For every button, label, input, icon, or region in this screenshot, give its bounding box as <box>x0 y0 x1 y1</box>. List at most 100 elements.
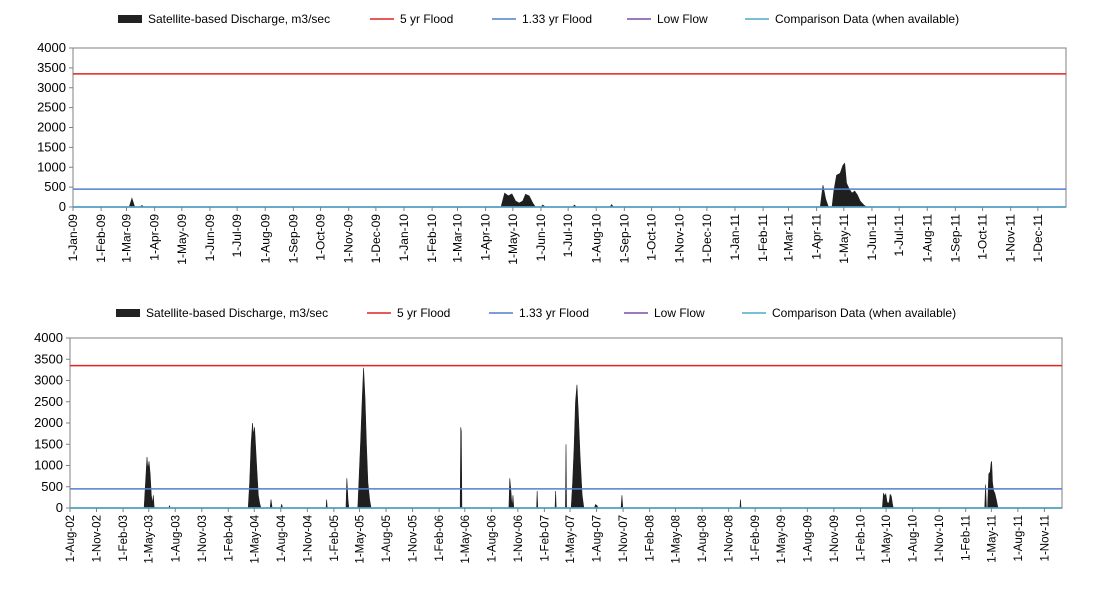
x-tick-label: 1-Dec-09 <box>369 214 383 264</box>
x-tick-label: 1-May-06 <box>460 515 472 564</box>
x-tick-label: 1-Apr-11 <box>810 214 824 260</box>
x-tick-label: 1-Feb-03 <box>118 515 130 562</box>
x-tick-label: 1-Jul-10 <box>561 214 575 258</box>
chart-2: Satellite-based Discharge, m3/sec 5 yr Fl… <box>34 306 1063 564</box>
x-tick-label: 1-May-10 <box>506 214 520 265</box>
legend-label: 5 yr Flood <box>397 306 450 320</box>
x-tick-label: 1-Nov-11 <box>1004 214 1018 263</box>
y-tick-label: 1500 <box>37 139 66 154</box>
legend-label: 1.33 yr Flood <box>522 12 592 26</box>
x-tick-label: 1-Feb-06 <box>434 515 446 562</box>
x-tick-label: 1-Nov-08 <box>724 515 736 562</box>
legend-label: Satellite-based Discharge, m3/sec <box>148 12 330 26</box>
x-tick-label: 1-Nov-07 <box>618 515 630 562</box>
x-tick-label: 1-Jan-11 <box>728 214 742 261</box>
legend-item: Low Flow <box>624 306 705 320</box>
legend-item: 1.33 yr Flood <box>489 306 589 320</box>
x-tick-label: 1-Nov-04 <box>302 514 314 562</box>
x-tick-label: 1-Nov-03 <box>197 515 209 562</box>
legend-label: Low Flow <box>657 12 708 26</box>
x-tick-label: 1-Aug-09 <box>802 515 814 562</box>
x-tick-label: 1-May-09 <box>776 515 788 564</box>
legend-item: Comparison Data (when available) <box>745 12 959 26</box>
y-tick-label: 2500 <box>34 394 63 409</box>
x-tick-label: 1-Aug-09 <box>258 214 272 264</box>
chart-1: Satellite-based Discharge, m3/sec 5 yr Fl… <box>37 12 1067 265</box>
x-tick-label: 1-Oct-11 <box>976 214 990 260</box>
legend-item: Low Flow <box>627 12 708 26</box>
x-tick-label: 1-Feb-11 <box>756 214 770 262</box>
x-tick-label: 1-Jul-11 <box>892 214 906 257</box>
legend: Satellite-based Discharge, m3/sec 5 yr Fl… <box>118 12 959 26</box>
x-tick-label: 1-Nov-10 <box>673 214 687 264</box>
x-tick-label: 1-Jan-10 <box>397 214 411 262</box>
y-tick-label: 2000 <box>37 120 66 135</box>
x-tick-label: 1-Apr-10 <box>479 214 493 261</box>
x-tick-label: 1-Aug-02 <box>65 515 77 562</box>
x-tick-label: 1-Nov-09 <box>342 214 356 264</box>
x-tick-label: 1-Aug-11 <box>1013 515 1025 561</box>
legend-swatch <box>116 309 140 317</box>
y-axis: 4000 3500 3000 2500 2000 1500 1000 500 0 <box>37 40 73 214</box>
y-tick-label: 1000 <box>37 159 66 174</box>
x-tick-label: 1-Sep-11 <box>948 214 962 263</box>
y-tick-label: 2000 <box>34 415 63 430</box>
x-tick-label: 1-Mar-10 <box>451 214 465 263</box>
legend-item: 5 yr Flood <box>367 306 450 320</box>
x-tick-label: 1-Oct-10 <box>645 214 659 261</box>
y-tick-label: 4000 <box>34 330 63 345</box>
x-tick-label: 1-Nov-10 <box>934 515 946 562</box>
x-tick-label: 1-Jun-10 <box>534 214 548 262</box>
x-tick-label: 1-Feb-11 <box>961 515 973 561</box>
x-tick-label: 1-Jun-11 <box>865 214 879 261</box>
legend-item: 5 yr Flood <box>370 12 453 26</box>
y-tick-label: 500 <box>41 479 63 494</box>
x-tick-label: 1-Jun-09 <box>203 214 217 262</box>
x-tick-label: 1-Aug-07 <box>592 515 604 562</box>
x-tick-label: 1-Oct-09 <box>314 214 328 261</box>
x-tick-label: 1-Feb-05 <box>329 515 341 562</box>
legend-label: 1.33 yr Flood <box>519 306 589 320</box>
x-tick-label: 1-Mar-09 <box>120 214 134 263</box>
x-tick-label: 1-Aug-08 <box>697 515 709 562</box>
y-tick-label: 3500 <box>37 60 66 75</box>
y-tick-label: 1500 <box>34 436 63 451</box>
x-tick-label: 1-Feb-10 <box>855 515 867 562</box>
y-tick-label: 3000 <box>34 373 63 388</box>
x-tick-label: 1-Nov-05 <box>408 515 420 562</box>
y-tick-label: 0 <box>56 500 63 515</box>
plot-area <box>72 47 1067 208</box>
x-tick-label: 1-Apr-09 <box>148 214 162 261</box>
x-tick-label: 1-May-11 <box>986 515 998 563</box>
x-tick-label: 1-May-10 <box>881 515 893 564</box>
x-tick-label: 1-Aug-06 <box>486 515 498 562</box>
x-tick-label: 1-Aug-03 <box>170 515 182 562</box>
x-tick-label: 1-Nov-06 <box>513 515 525 562</box>
x-tick-label: 1-May-07 <box>565 515 577 564</box>
y-tick-label: 4000 <box>37 40 66 55</box>
x-tick-label: 1-Dec-10 <box>700 214 714 264</box>
discharge-area <box>70 367 1062 509</box>
y-tick-label: 500 <box>44 179 66 194</box>
x-tick-label: 1-May-03 <box>144 515 156 564</box>
y-tick-label: 1000 <box>34 458 63 473</box>
x-tick-label: 1-May-09 <box>175 214 189 265</box>
x-axis: 1-Aug-02 1-Nov-02 1-Feb-03 1-May-03 1-Aug-03… <box>65 508 1051 564</box>
legend-label: Comparison Data (when available) <box>772 306 956 320</box>
legend-item: 1.33 yr Flood <box>492 12 592 26</box>
y-tick-label: 3500 <box>34 351 63 366</box>
x-axis: 1-Jan-09 1-Feb-09 1-Mar-09 1-Apr-09 1-May-09… <box>66 207 1045 265</box>
legend-label: 5 yr Flood <box>400 12 453 26</box>
x-tick-label: 1-Jul-09 <box>230 214 244 258</box>
legend-label: Low Flow <box>654 306 705 320</box>
x-tick-label: 1-Feb-07 <box>539 515 551 562</box>
legend-label: Comparison Data (when available) <box>775 12 959 26</box>
legend-item: Satellite-based Discharge, m3/sec <box>118 12 330 26</box>
x-tick-label: 1-Feb-08 <box>645 515 657 562</box>
x-tick-label: 1-Feb-09 <box>94 214 108 263</box>
x-tick-label: 1-Jan-09 <box>66 214 80 262</box>
x-tick-label: 1-Feb-10 <box>425 214 439 263</box>
x-tick-label: 1-Mar-11 <box>782 214 796 262</box>
legend-swatch <box>118 15 142 23</box>
